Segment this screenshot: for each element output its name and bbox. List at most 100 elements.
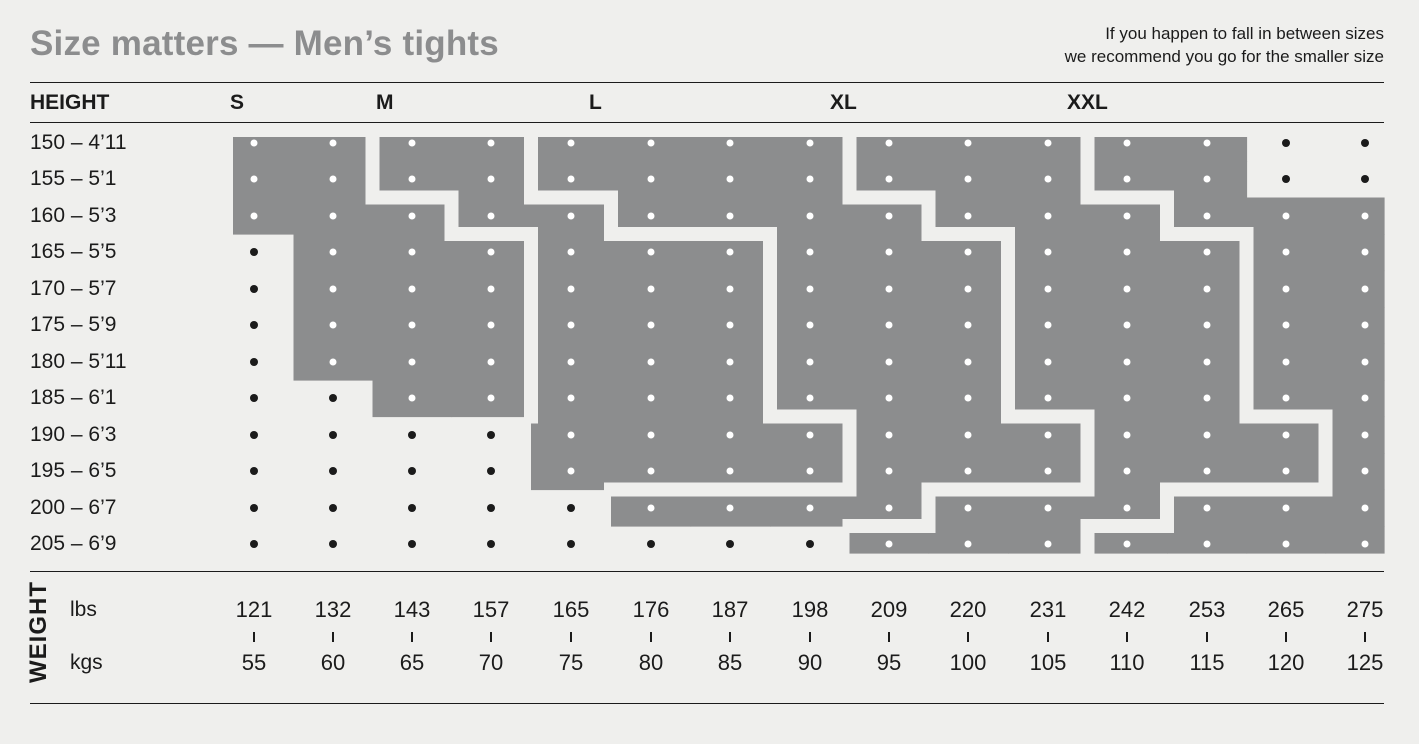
grid-dot [1282, 394, 1290, 402]
weight-kgs-label: 55 [241, 650, 267, 675]
weight-kgs-label: 120 [1267, 650, 1305, 675]
weight-tick [332, 632, 334, 642]
grid-dot [647, 394, 655, 402]
grid-dot [885, 540, 893, 548]
grid-dot [1203, 467, 1211, 475]
grid-dot [1123, 248, 1131, 256]
grid-dot [647, 248, 655, 256]
grid-dot [250, 431, 258, 439]
note-line-2: we recommend you go for the smaller size [1064, 47, 1384, 66]
weight-lbs-label: 275 [1346, 597, 1384, 622]
size-boundary [921, 482, 1015, 497]
weight-tick [650, 632, 652, 642]
weight-tick [1285, 632, 1287, 642]
grid-dot [726, 358, 734, 366]
grid-dot [329, 285, 337, 293]
height-header: HEIGHT [30, 91, 110, 114]
height-label: 160 – 5’3 [30, 204, 117, 227]
grid-dot [885, 175, 893, 183]
size-boundary [604, 482, 698, 497]
grid-dot [1123, 504, 1131, 512]
grid-dot [250, 467, 258, 475]
grid-dot [885, 467, 893, 475]
grid-dot [964, 394, 972, 402]
weight-kgs-label: 60 [320, 650, 346, 675]
grid-dot [806, 540, 814, 548]
size-cell-xxl [1325, 416, 1385, 454]
grid-dot [487, 175, 495, 183]
grid-dot [1361, 175, 1369, 183]
grid-dot [408, 504, 416, 512]
grid-dot [806, 285, 814, 293]
grid-dot [329, 540, 337, 548]
size-cell-xxl [1325, 270, 1385, 308]
weight-kgs-label: 100 [949, 650, 987, 675]
grid-dot [1203, 175, 1211, 183]
weight-kgs-label: 90 [797, 650, 823, 675]
weight-kgs-label: 75 [558, 650, 584, 675]
grid-dot [647, 467, 655, 475]
grid-dot [1123, 467, 1131, 475]
grid-dot [1203, 248, 1211, 256]
grid-dot [1044, 212, 1052, 220]
grid-dot [408, 248, 416, 256]
grid-dot [1203, 285, 1211, 293]
top-rule [30, 82, 1384, 83]
size-boundary [524, 190, 618, 205]
height-label: 170 – 5’7 [30, 277, 117, 300]
grid-dot [806, 175, 814, 183]
grid-dot [487, 285, 495, 293]
grid-dot [250, 358, 258, 366]
grid-dot [487, 248, 495, 256]
grid-dot [806, 504, 814, 512]
height-label: 150 – 4’11 [30, 131, 127, 154]
grid-dot [567, 504, 575, 512]
size-boundary [683, 482, 777, 497]
grid-dot [885, 248, 893, 256]
grid-dot [1123, 139, 1131, 147]
weight-tick [729, 632, 731, 642]
grid-dot [885, 358, 893, 366]
grid-dot [806, 212, 814, 220]
grid-dot [567, 394, 575, 402]
weight-tick [967, 632, 969, 642]
weight-tick [809, 632, 811, 642]
grid-dot [1044, 358, 1052, 366]
height-label: 175 – 5’9 [30, 313, 117, 336]
grid-dot [806, 321, 814, 329]
size-cell-xxl [1246, 526, 1327, 554]
grid-dot [487, 394, 495, 402]
size-cell-xxl [1325, 197, 1385, 235]
size-cell-xxl [1325, 234, 1385, 272]
weight-label: WEIGHT [25, 581, 52, 683]
grid-dot [1044, 321, 1052, 329]
height-label: 205 – 6’9 [30, 532, 117, 555]
weight-tick [1206, 632, 1208, 642]
grid-dot [726, 285, 734, 293]
grid-dot [250, 394, 258, 402]
note-line-1: If you happen to fall in between sizes [1105, 24, 1384, 43]
height-label: 155 – 5’1 [30, 167, 117, 190]
grid-dot [487, 212, 495, 220]
grid-dot [647, 321, 655, 329]
grid-dot [1044, 394, 1052, 402]
title: Size matters — Men’s tights [30, 24, 499, 63]
grid-dot [408, 467, 416, 475]
size-cell-xxl [1325, 526, 1385, 554]
weight-kgs-label: 115 [1189, 650, 1225, 675]
grid-dot [250, 321, 258, 329]
grid-dot [1203, 321, 1211, 329]
grid-dot [647, 540, 655, 548]
grid-dot [964, 467, 972, 475]
grid-dot [1123, 540, 1131, 548]
size-cell-xl [928, 526, 1009, 554]
size-boundary [524, 373, 538, 424]
grid-dot [408, 139, 416, 147]
grid-dot [885, 139, 893, 147]
grid-dot [885, 212, 893, 220]
weight-tick [490, 632, 492, 642]
weight-rule [30, 571, 1384, 572]
grid-dot [885, 431, 893, 439]
grid-dot [1282, 175, 1290, 183]
weight-tick [570, 632, 572, 642]
